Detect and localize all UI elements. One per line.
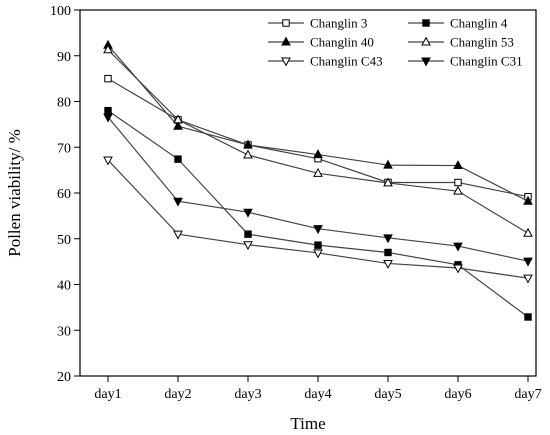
x-tick-label: day1 bbox=[94, 387, 121, 402]
x-axis-title: Time bbox=[290, 414, 325, 433]
data-point-changlin-53 bbox=[453, 185, 463, 195]
series-changlin-c43 bbox=[103, 156, 533, 284]
y-tick-label: 90 bbox=[57, 50, 71, 65]
y-tick-label: 50 bbox=[57, 233, 71, 248]
legend-marker bbox=[421, 36, 431, 46]
data-point-changlin-40 bbox=[313, 149, 323, 159]
y-tick-label: 20 bbox=[57, 370, 71, 385]
legend-marker bbox=[282, 19, 290, 27]
y-axis-title: Pollen viability/ % bbox=[5, 129, 24, 257]
series-line-changlin-53 bbox=[107, 49, 529, 234]
legend-item-changlin-c43: Changlin C43 bbox=[268, 54, 383, 69]
y-tick-label: 40 bbox=[57, 279, 71, 294]
data-point-changlin-40 bbox=[453, 160, 463, 170]
data-point-changlin-c31 bbox=[313, 225, 323, 235]
legend-label: Changlin 53 bbox=[450, 35, 514, 50]
legend-item-changlin-53: Changlin 53 bbox=[408, 35, 514, 50]
data-point-changlin-4 bbox=[314, 241, 322, 249]
x-axis: day1 day2 day3 day4 day5 day6 day7 bbox=[94, 376, 542, 402]
data-point-changlin-40 bbox=[243, 139, 253, 149]
y-tick-label: 60 bbox=[57, 187, 71, 202]
data-point-changlin-c43 bbox=[103, 156, 113, 166]
data-point-changlin-c31 bbox=[523, 257, 533, 267]
data-point-changlin-53 bbox=[383, 177, 393, 187]
data-point-changlin-c31 bbox=[173, 197, 183, 207]
data-point-changlin-3 bbox=[104, 74, 112, 83]
data-point-changlin-c43 bbox=[523, 274, 533, 284]
series-changlin-53 bbox=[103, 44, 533, 237]
data-point-changlin-4 bbox=[244, 230, 252, 238]
series-line-changlin-40 bbox=[107, 44, 529, 202]
legend-item-changlin-c31: Changlin C31 bbox=[408, 54, 523, 69]
data-point-changlin-c31 bbox=[103, 113, 113, 123]
legend-marker bbox=[421, 57, 431, 67]
data-point-changlin-4 bbox=[524, 313, 532, 321]
data-point-changlin-c43 bbox=[313, 249, 323, 259]
legend: Changlin 3 Changlin 4 Changlin 40 Changlin … bbox=[268, 16, 523, 69]
data-point-changlin-c43 bbox=[243, 241, 253, 251]
legend-label: Changlin 3 bbox=[310, 16, 367, 31]
data-point-changlin-3 bbox=[454, 178, 462, 187]
legend-label: Changlin 40 bbox=[310, 35, 374, 50]
legend-label: Changlin C43 bbox=[310, 54, 383, 69]
series-changlin-c31 bbox=[103, 113, 533, 267]
data-point-changlin-4 bbox=[104, 106, 112, 115]
data-point-changlin-c43 bbox=[383, 259, 393, 269]
data-point-changlin-c31 bbox=[383, 234, 393, 244]
x-tick-label: day7 bbox=[514, 387, 541, 402]
x-tick-label: day3 bbox=[234, 387, 261, 402]
series-changlin-40 bbox=[103, 39, 533, 205]
data-point-changlin-c31 bbox=[453, 242, 463, 252]
series-line-changlin-c43 bbox=[107, 159, 529, 279]
series-layer bbox=[103, 39, 533, 321]
data-point-changlin-c43 bbox=[173, 230, 183, 240]
legend-marker bbox=[422, 19, 430, 27]
legend-marker bbox=[281, 57, 291, 67]
legend-item-changlin-3: Changlin 3 bbox=[268, 16, 367, 31]
data-point-changlin-c31 bbox=[243, 208, 253, 218]
x-tick-label: day5 bbox=[374, 387, 401, 402]
y-tick-label: 30 bbox=[57, 324, 71, 339]
data-point-changlin-40 bbox=[383, 159, 393, 169]
data-point-changlin-4 bbox=[384, 248, 392, 257]
legend-item-changlin-40: Changlin 40 bbox=[268, 35, 374, 50]
data-point-changlin-53 bbox=[173, 114, 183, 124]
legend-label: Changlin 4 bbox=[450, 16, 508, 31]
legend-marker bbox=[281, 36, 291, 46]
series-changlin-3 bbox=[104, 74, 532, 201]
legend-item-changlin-4: Changlin 4 bbox=[408, 16, 508, 31]
x-tick-label: day2 bbox=[164, 387, 191, 402]
x-tick-label: day6 bbox=[444, 387, 471, 402]
x-tick-label: day4 bbox=[304, 387, 331, 402]
data-point-changlin-c43 bbox=[453, 264, 463, 274]
y-tick-label: 70 bbox=[57, 141, 71, 156]
series-line-changlin-4 bbox=[107, 110, 529, 318]
data-point-changlin-53 bbox=[243, 149, 253, 159]
data-point-changlin-4 bbox=[174, 155, 182, 163]
data-point-changlin-40 bbox=[173, 120, 183, 130]
data-point-changlin-53 bbox=[313, 167, 323, 177]
y-axis: 20 30 40 50 60 70 80 90 100 bbox=[50, 4, 80, 385]
data-point-changlin-53 bbox=[523, 227, 533, 237]
y-tick-label: 80 bbox=[57, 96, 71, 111]
series-line-changlin-c31 bbox=[107, 116, 529, 262]
data-point-changlin-53 bbox=[103, 44, 113, 54]
data-point-changlin-40 bbox=[523, 195, 533, 205]
series-changlin-4 bbox=[104, 106, 532, 321]
series-line-changlin-3 bbox=[107, 78, 529, 198]
legend-label: Changlin C31 bbox=[450, 54, 523, 69]
y-tick-label: 100 bbox=[50, 4, 71, 19]
